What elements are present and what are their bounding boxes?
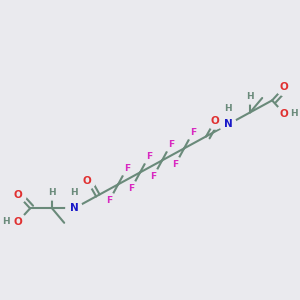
- Circle shape: [221, 102, 235, 116]
- Circle shape: [45, 186, 59, 200]
- Circle shape: [0, 214, 13, 229]
- Text: N: N: [224, 119, 233, 129]
- Circle shape: [164, 137, 178, 152]
- Circle shape: [276, 105, 292, 122]
- Text: O: O: [280, 82, 289, 92]
- Text: O: O: [14, 217, 22, 226]
- Text: H: H: [2, 217, 10, 226]
- Text: H: H: [224, 104, 232, 113]
- Text: F: F: [190, 128, 196, 137]
- Circle shape: [79, 172, 95, 189]
- Text: H: H: [70, 188, 78, 197]
- Circle shape: [67, 186, 81, 200]
- Circle shape: [168, 157, 183, 171]
- Text: H: H: [48, 188, 56, 197]
- Circle shape: [287, 106, 300, 121]
- Circle shape: [142, 149, 156, 164]
- Circle shape: [186, 125, 200, 140]
- Circle shape: [10, 213, 26, 230]
- Text: F: F: [168, 140, 174, 149]
- Text: F: F: [106, 196, 112, 205]
- Circle shape: [66, 200, 82, 217]
- Circle shape: [243, 90, 257, 104]
- Circle shape: [207, 112, 223, 129]
- Circle shape: [276, 79, 292, 95]
- Circle shape: [146, 169, 161, 183]
- Text: H: H: [246, 92, 254, 101]
- Text: F: F: [150, 172, 157, 181]
- Text: N: N: [70, 203, 79, 213]
- Text: O: O: [83, 176, 92, 186]
- Text: F: F: [124, 164, 130, 173]
- Text: F: F: [172, 160, 178, 169]
- Circle shape: [10, 187, 26, 203]
- Text: H: H: [290, 109, 298, 118]
- Text: F: F: [146, 152, 152, 161]
- Circle shape: [102, 193, 117, 207]
- Text: F: F: [128, 184, 134, 193]
- Text: O: O: [211, 116, 219, 126]
- Circle shape: [220, 116, 236, 133]
- Text: O: O: [14, 190, 22, 200]
- Text: O: O: [280, 109, 289, 118]
- Circle shape: [120, 161, 134, 176]
- Circle shape: [124, 181, 139, 195]
